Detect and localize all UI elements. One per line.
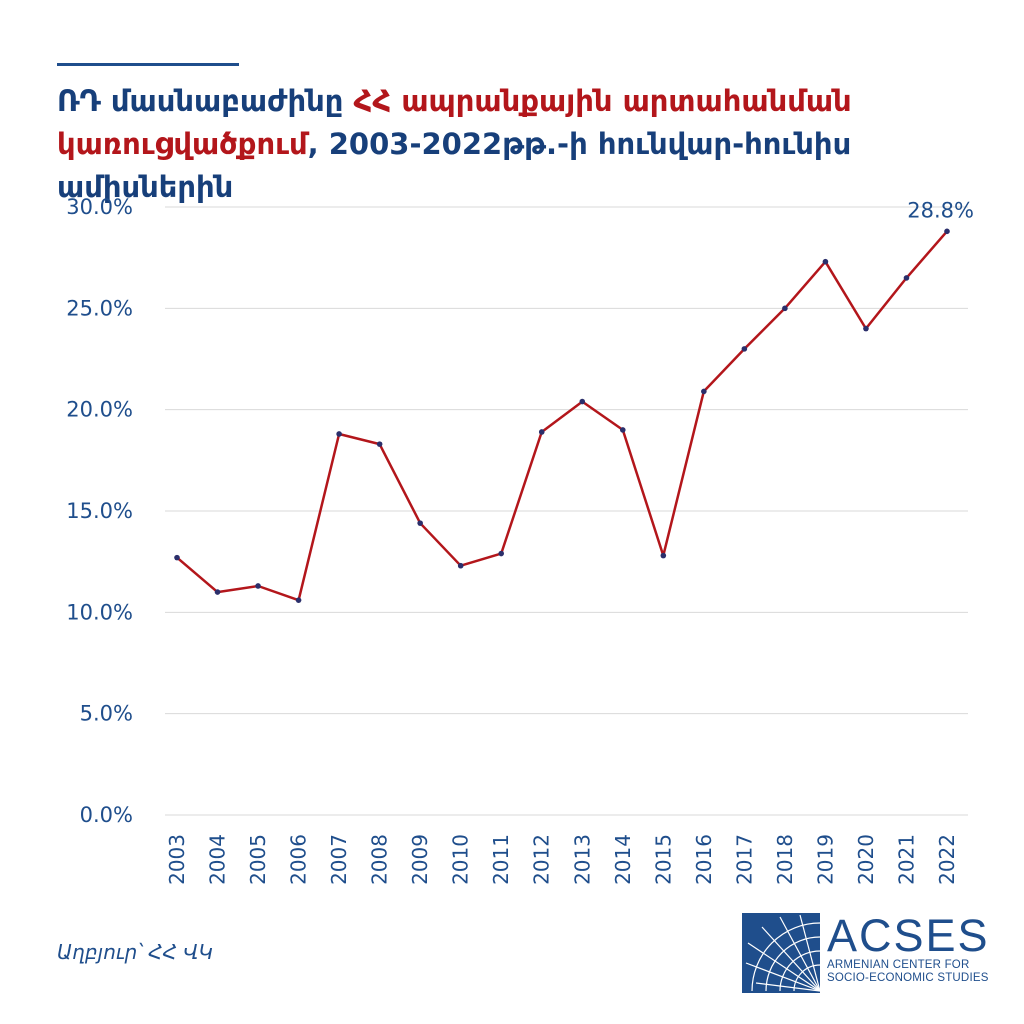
y-tick-label: 20.0% <box>66 398 133 422</box>
x-tick-label: 2015 <box>651 834 675 885</box>
data-point <box>579 398 586 405</box>
grid-lines <box>165 206 968 816</box>
data-point <box>660 552 667 559</box>
x-tick-label: 2022 <box>935 834 959 885</box>
data-point <box>498 550 505 557</box>
x-tick-label: 2005 <box>246 834 270 885</box>
title-accent-rule <box>57 63 239 66</box>
data-point <box>741 346 748 352</box>
x-tick-label: 2014 <box>611 834 635 885</box>
title-part-1: ՌԴ մասնաբաժինը <box>57 84 354 118</box>
source-note: Աղբյուր՝ ՀՀ ՎԿ <box>57 940 214 964</box>
y-tick-label: 30.0% <box>66 195 133 219</box>
series-line <box>176 230 948 602</box>
y-axis-labels: 0.0% 5.0% 10.0% 15.0% 20.0% 25.0% 30.0% <box>66 195 133 827</box>
data-point <box>214 589 221 595</box>
x-tick-label: 2004 <box>206 834 230 885</box>
data-point <box>295 597 302 603</box>
logo-subtitle-line-2: SOCIO-ECONOMIC STUDIES <box>827 972 989 984</box>
x-tick-label: 2012 <box>530 834 554 885</box>
x-tick-label: 2007 <box>327 834 351 885</box>
data-label-2022: 28.8% <box>907 198 974 222</box>
annotations: 28.8% <box>907 198 974 222</box>
title-part-3: , 2003-2022թթ.-ի հունվար-հունիս ամիսների… <box>57 127 852 204</box>
data-point <box>538 429 545 435</box>
data-point <box>336 431 342 437</box>
y-tick-label: 15.0% <box>66 499 133 523</box>
data-point <box>376 441 383 447</box>
data-point <box>944 228 950 235</box>
logo-subtitle-line-1: ARMENIAN CENTER FOR <box>827 959 970 971</box>
x-tick-label: 2017 <box>732 834 756 885</box>
x-tick-label: 2006 <box>287 834 311 885</box>
x-tick-label: 2021 <box>894 834 918 885</box>
title-part-2: ՀՀ ապրանքային արտահանման կառուցվածքում <box>57 84 852 161</box>
x-tick-label: 2011 <box>489 834 513 885</box>
y-tick-label: 25.0% <box>66 296 133 320</box>
x-tick-label: 2008 <box>368 834 392 885</box>
acses-logo: ACSES ARMENIAN CENTER FOR SOCIO-ECONOMIC… <box>742 913 992 993</box>
data-point <box>174 554 180 561</box>
logo-mark-icon <box>742 913 821 993</box>
logo-wordmark: ACSES <box>827 910 990 961</box>
data-point <box>255 583 261 589</box>
data-point <box>619 427 626 433</box>
x-tick-label: 2013 <box>570 834 594 885</box>
x-tick-label: 2019 <box>813 834 837 885</box>
data-point <box>457 562 464 569</box>
y-tick-label: 5.0% <box>80 702 133 726</box>
x-tick-label: 2003 <box>165 834 189 885</box>
data-point <box>863 325 869 332</box>
data-point <box>417 520 423 526</box>
data-point <box>782 305 788 312</box>
data-point <box>701 388 707 395</box>
x-tick-label: 2010 <box>449 834 473 885</box>
x-tick-label: 2009 <box>408 834 432 885</box>
y-tick-label: 0.0% <box>80 803 133 827</box>
x-tick-label: 2016 <box>692 834 716 885</box>
data-point <box>903 275 910 281</box>
data-point <box>822 258 829 265</box>
x-tick-label: 2020 <box>854 834 878 885</box>
x-tick-label: 2018 <box>773 834 797 885</box>
x-axis-labels: 2003 2004 2005 2006 2007 2008 2009 2010 2011 2012… <box>165 834 959 885</box>
chart-title: ՌԴ մասնաբաժինը ՀՀ ապրանքային արտահանման … <box>57 80 1007 209</box>
y-tick-label: 10.0% <box>66 600 133 624</box>
data-points <box>174 228 950 603</box>
